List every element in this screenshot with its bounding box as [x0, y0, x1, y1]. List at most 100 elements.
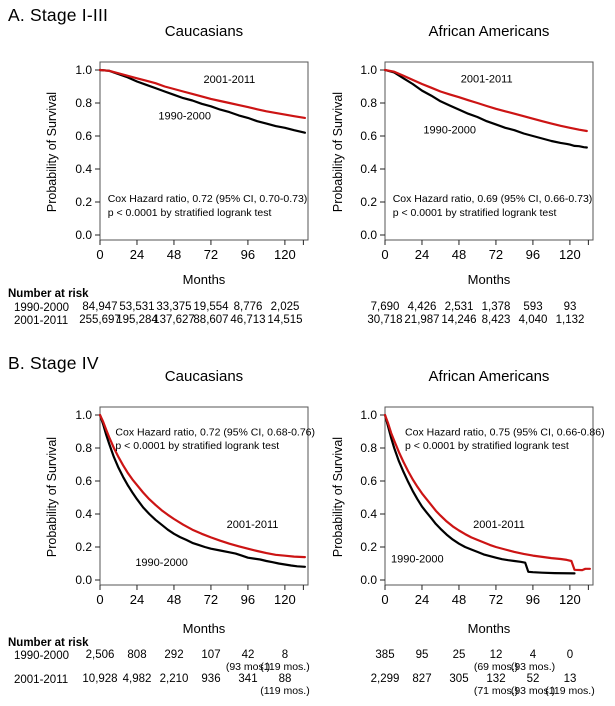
x-tick-label: 48 [167, 592, 181, 607]
risk-count: 42 (93 mos.) [226, 649, 270, 673]
y-tick-label: 0.0 [75, 228, 92, 242]
x-tick-label: 72 [204, 247, 218, 262]
curve-label-1990-2000: 1990-2000 [135, 557, 188, 569]
cox-annotation-line: Cox Hazard ratio, 0.72 (95% CI, 0.70-0.7… [108, 193, 308, 205]
risk-count-value: 1,378 [481, 301, 511, 313]
risk-count: 1,378 [481, 301, 511, 314]
risk-count: 14,515 [267, 314, 303, 327]
risk-count: 30,718 [367, 314, 402, 327]
risk-count-value: 88 [278, 673, 292, 685]
risk-count-value: 8,423 [481, 314, 511, 326]
risk-count-value: 593 [523, 301, 543, 313]
risk-count: 53,531 [119, 301, 154, 314]
risk-count-value: 88,607 [193, 314, 229, 326]
cox-annotation-line: p < 0.0001 by stratified logrank test [115, 440, 279, 452]
x-axis-label: Months [182, 272, 226, 287]
risk-count: 137,627 [153, 314, 195, 327]
risk-count-value: 107 [201, 649, 221, 661]
curve-label-1990-2000: 1990-2000 [158, 111, 211, 123]
risk-count: 33,375 [156, 301, 192, 314]
curve-label-1990-2000: 1990-2000 [423, 125, 476, 137]
risk-count: 0 [566, 649, 574, 662]
risk-count: 2,025 [271, 301, 300, 314]
y-tick-label: 1.0 [360, 408, 377, 422]
km-curve-2001-2011 [98, 68, 306, 119]
risk-row-label-1990: 1990-2000 [14, 302, 69, 314]
km-plot-stage13-african-americans: 1.0 0.8 0.6 0.4 0.2 0.0 0 24 48 72 96 120 1990-2000 2… [360, 61, 594, 262]
plot-frame [384, 406, 594, 586]
x-tick-label: 120 [274, 592, 296, 607]
y-tick-label: 1.0 [360, 63, 377, 77]
x-tick-label: 24 [130, 592, 144, 607]
risk-count-value: 46,713 [230, 314, 266, 326]
x-axis-label: Months [467, 272, 511, 287]
risk-count: 292 [164, 649, 183, 662]
risk-count: 132 (71 mos.) [474, 673, 518, 697]
risk-count: 46,713 [230, 314, 266, 327]
risk-count: 255,697 [79, 314, 121, 327]
risk-count: 2,506 [86, 649, 115, 662]
risk-count-value: 14,246 [441, 314, 477, 326]
km-curve-1990-2000 [98, 413, 306, 568]
risk-count-value: 385 [375, 649, 395, 661]
x-tick-label: 48 [452, 592, 466, 607]
risk-count-note: (69 mos.) [473, 660, 519, 673]
risk-count-value: 2,210 [159, 673, 189, 685]
y-tick-label: 0.6 [75, 129, 92, 143]
risk-count: 10,928 [82, 673, 118, 686]
risk-count-value: 0 [566, 649, 574, 661]
risk-count-value: 4,426 [407, 301, 437, 313]
y-tick-label: 1.0 [75, 408, 92, 422]
risk-count-value: 137,627 [153, 314, 195, 326]
risk-count-note: (93 mos.) [510, 684, 556, 697]
x-tick-label: 24 [130, 247, 144, 262]
risk-count: 88,607 [193, 314, 229, 327]
risk-count-value: 33,375 [156, 301, 192, 313]
risk-count-value: 13 [563, 673, 577, 685]
y-tick-label: 0.6 [360, 129, 377, 143]
risk-count: 4,426 [407, 301, 437, 314]
curve-label-2001-2011: 2001-2011 [204, 74, 256, 86]
x-axis-label: Months [182, 621, 226, 636]
risk-count: 21,987 [404, 314, 439, 327]
risk-count-value: 14,515 [267, 314, 303, 326]
risk-count: 936 [201, 673, 220, 686]
y-tick-label: 0.4 [75, 507, 92, 521]
risk-count: 827 [412, 673, 431, 686]
curve-label-1990-2000: 1990-2000 [391, 554, 444, 566]
risk-count-value: 93 [563, 301, 577, 313]
y-tick-label: 0.8 [75, 441, 92, 455]
risk-count: 52 (93 mos.) [510, 673, 556, 697]
x-tick-label: 24 [415, 247, 429, 262]
risk-row-label-2001: 2001-2011 [14, 315, 69, 327]
x-tick-label: 0 [381, 247, 388, 262]
risk-count-value: 2,299 [370, 673, 400, 685]
x-tick-label: 120 [559, 247, 581, 262]
risk-count-value: 52 [526, 673, 540, 685]
km-curve-2001-2011 [98, 413, 306, 559]
risk-count: 107 [201, 649, 221, 662]
y-tick-label: 0.8 [360, 96, 377, 110]
risk-count: 4,982 [122, 673, 152, 686]
y-axis-label: Probability of Survival [45, 436, 59, 558]
risk-count-value: 4,982 [122, 673, 152, 685]
risk-count: 385 [375, 649, 395, 662]
risk-count-value: 10,928 [82, 673, 118, 685]
risk-count: 8 (119 mos.) [260, 649, 309, 673]
plot-frame [99, 61, 309, 241]
y-tick-label: 0.2 [75, 540, 92, 554]
y-axis-label: Probability of Survival [331, 91, 345, 213]
cox-annotation-line: Cox Hazard ratio, 0.69 (95% CI, 0.66-0.7… [393, 193, 593, 205]
x-tick-label: 24 [415, 592, 429, 607]
risk-count-value: 305 [449, 673, 469, 685]
risk-count: 14,246 [441, 314, 477, 327]
x-tick-label: 96 [526, 247, 540, 262]
risk-count-value: 195,284 [116, 314, 158, 326]
risk-count-value: 25 [452, 649, 466, 661]
risk-count: 808 [127, 649, 146, 662]
risk-count: 19,554 [193, 301, 228, 314]
risk-count-note: (119 mos.) [545, 684, 595, 697]
km-curve-2001-2011 [383, 68, 588, 133]
risk-count: 195,284 [116, 314, 158, 327]
